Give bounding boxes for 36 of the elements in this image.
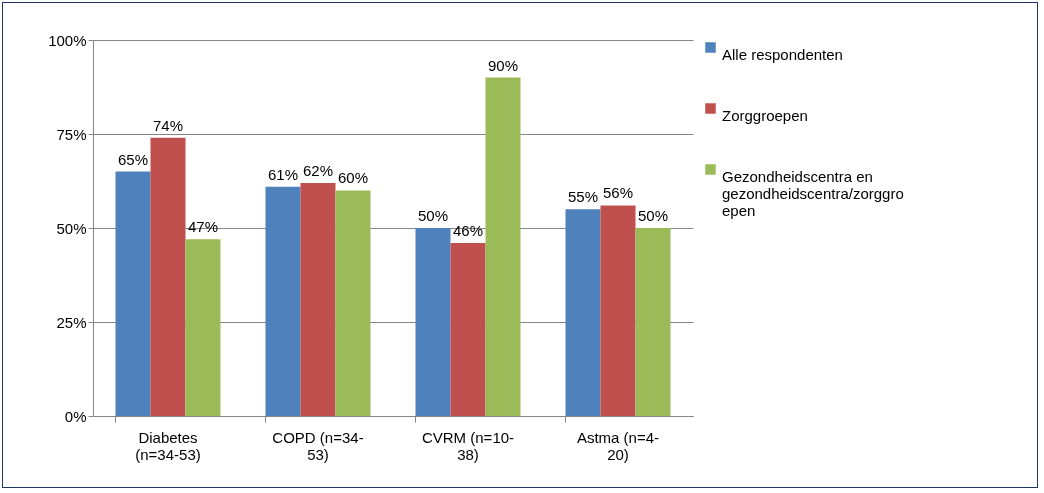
y-tick-label: 100%	[48, 31, 87, 49]
data-label: 60%	[337, 169, 369, 187]
bar	[415, 228, 451, 416]
x-tick-label: CVRM (n=10-38)	[421, 428, 515, 463]
data-label: 50%	[417, 207, 449, 224]
data-label: 62%	[302, 161, 334, 179]
legend-label: Gezondheidscentra en gezondheidscentra/zorggroepen	[722, 167, 904, 219]
x-tick-label: Astma (n=4-20)	[576, 428, 660, 463]
data-label: 47%	[187, 218, 219, 236]
y-tick-label: 75%	[56, 125, 87, 143]
bar	[150, 137, 186, 416]
bar	[265, 186, 301, 416]
bar	[565, 209, 601, 416]
legend-label: Alle respondenten	[722, 45, 843, 63]
legend-label: Zorggroepen	[722, 106, 808, 124]
data-label: 56%	[602, 184, 634, 202]
x-tick-label: Diabetes (n=34-53)	[135, 428, 201, 463]
x-tick-label: COPD (n=34-53)	[272, 428, 364, 463]
data-label: 55%	[567, 188, 599, 206]
bar	[300, 182, 336, 416]
y-tick-label: 0%	[64, 407, 87, 425]
data-label: 74%	[152, 116, 184, 134]
bar	[115, 171, 151, 416]
bar	[335, 190, 371, 416]
bar	[185, 239, 221, 416]
bar	[450, 243, 486, 416]
bar	[485, 77, 521, 416]
data-label: 65%	[117, 150, 149, 168]
data-label: 90%	[487, 56, 519, 74]
y-tick-label: 25%	[56, 313, 87, 331]
bar	[600, 205, 636, 416]
bar	[635, 228, 671, 416]
data-label: 46%	[452, 222, 484, 240]
data-label: 50%	[637, 207, 669, 224]
y-tick-label: 50%	[56, 219, 87, 237]
data-label: 61%	[267, 165, 299, 183]
